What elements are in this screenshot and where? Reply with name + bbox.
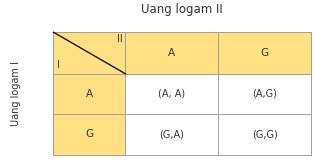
Text: II: II — [116, 34, 122, 44]
Text: (A, A): (A, A) — [158, 89, 185, 99]
Bar — [218, 114, 311, 155]
Bar — [126, 32, 218, 74]
Text: Uang logam II: Uang logam II — [141, 3, 223, 16]
Bar — [53, 74, 126, 114]
Text: G: G — [260, 48, 268, 58]
Text: (G,A): (G,A) — [160, 129, 184, 139]
Bar — [126, 114, 218, 155]
Text: A: A — [86, 89, 93, 99]
Bar — [126, 32, 218, 74]
Bar — [126, 74, 218, 114]
Bar — [218, 74, 311, 114]
Text: (G,G): (G,G) — [252, 129, 277, 139]
Bar — [126, 114, 218, 155]
Bar — [53, 74, 126, 114]
Bar — [53, 114, 126, 155]
Bar — [218, 32, 311, 74]
Bar — [53, 114, 126, 155]
Bar — [218, 114, 311, 155]
Text: I: I — [57, 60, 59, 70]
Text: Uang logam I: Uang logam I — [11, 61, 21, 126]
Bar — [218, 32, 311, 74]
Bar — [53, 32, 126, 74]
Text: A: A — [168, 48, 176, 58]
Bar — [218, 74, 311, 114]
Text: (A,G): (A,G) — [252, 89, 277, 99]
Bar — [126, 74, 218, 114]
Text: G: G — [85, 129, 94, 139]
Bar — [53, 32, 126, 74]
